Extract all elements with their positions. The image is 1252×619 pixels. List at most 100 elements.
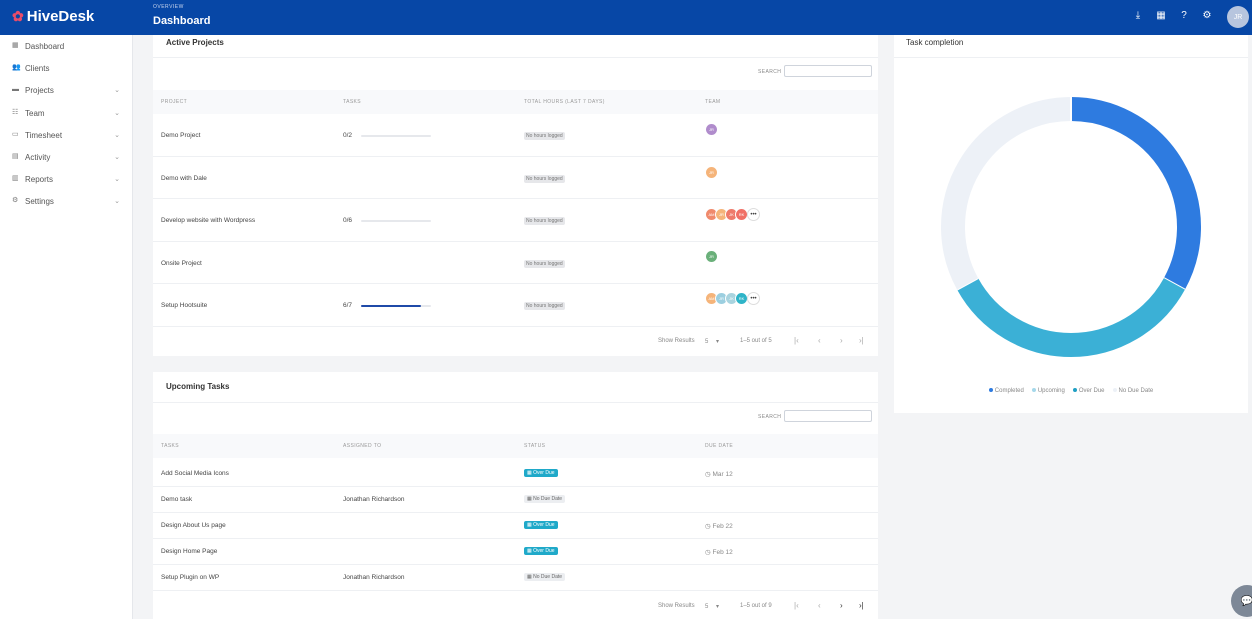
last-page-icon[interactable]: ›| [859,336,864,345]
sidebar-item-reports[interactable]: ▥ Reports ⌄ [12,172,122,186]
donut-slice-completed[interactable] [1070,97,1201,290]
sidebar-item-clients[interactable]: 👥 Clients [12,61,122,75]
task-name[interactable]: Design About Us page [161,522,226,529]
sidebar-item-label: Timesheet [25,130,63,140]
avatar[interactable]: RK [735,208,748,221]
sidebar-item-label: Reports [25,174,54,184]
legend-item[interactable]: Upcoming [1031,388,1065,394]
last-page-icon[interactable]: ›| [859,601,864,610]
table-header: TASKS ASSIGNED TO STATUS DUE DATE [153,434,878,458]
legend-item[interactable]: No Due Date [1112,388,1153,394]
search-label: SEARCH [758,414,782,420]
help-icon[interactable]: ? [1181,10,1187,21]
logo[interactable]: ✿ HiveDesk [12,8,94,25]
table-row[interactable]: Setup Plugin on WP Jonathan Richardson ▦… [153,565,878,591]
hours-tag: No hours logged [524,217,565,225]
column-header[interactable]: TASKS [161,443,180,449]
map-icon[interactable]: ▦ [1156,10,1166,21]
donut-slice-no-due-date[interactable] [941,97,1072,290]
hours-tag: No hours logged [524,302,565,310]
search-label: SEARCH [758,69,782,75]
sidebar-item-dashboard[interactable]: ▦ Dashboard [12,39,122,53]
sidebar-item-timesheet[interactable]: ▭ Timesheet ⌄ [12,128,122,142]
first-page-icon[interactable]: |‹ [794,601,799,610]
column-header[interactable]: TEAM [705,99,721,105]
table-row[interactable]: Onsite Project No hours logged JR [153,242,878,284]
table-row[interactable]: Design Home Page ▦ Over Due ◷ Feb 12 [153,539,878,565]
task-name[interactable]: Add Social Media Icons [161,470,229,477]
chat-icon[interactable]: 💬 [1231,585,1252,617]
status-badge: ▦ Over Due [524,521,558,529]
avatar[interactable]: JR [705,166,718,179]
page-size-select[interactable]: 5 ▾ [705,603,719,610]
table-row[interactable]: Demo task Jonathan Richardson ▦ No Due D… [153,487,878,513]
table-row[interactable]: Design About Us page ▦ Over Due ◷ Feb 22 [153,513,878,539]
column-header[interactable]: ASSIGNED TO [343,443,382,449]
page-size-select[interactable]: 5 ▾ [705,338,719,345]
table-row[interactable]: Demo with Dale No hours logged JR [153,157,878,199]
project-name[interactable]: Setup Hootsuite [161,302,208,309]
chevron-down-icon: ⌄ [114,176,120,183]
project-name[interactable]: Develop website with Wordpress [161,217,256,224]
settings-icon[interactable]: ⚙ [1202,10,1212,21]
task-count: 0/2 [343,132,353,139]
user-avatar[interactable]: JR [1227,6,1249,28]
due-date: ◷ Mar 12 [705,471,733,478]
caret-down-icon: ▾ [716,339,720,345]
status-badge: ▦ No Due Date [524,573,566,581]
column-header[interactable]: TASKS [343,99,362,105]
chevron-down-icon: ⌄ [114,87,120,94]
sidebar-item-label: Activity [25,152,51,162]
donut-slice-upcoming[interactable] [957,277,1185,357]
next-page-icon[interactable]: › [840,336,843,345]
task-name[interactable]: Demo task [161,496,193,503]
task-completion-donut [941,97,1201,357]
task-name[interactable]: Setup Plugin on WP [161,574,220,581]
grid-icon: ▦ [12,42,19,49]
search-input[interactable] [784,410,872,422]
project-name[interactable]: Onsite Project [161,260,202,267]
column-header[interactable]: PROJECT [161,99,188,105]
logo-text: HiveDesk [26,8,95,25]
column-header[interactable]: DUE DATE [705,443,734,449]
project-name[interactable]: Demo with Dale [161,175,207,182]
show-results-label: Show Results [658,338,695,344]
clock-icon: ◷ [705,549,713,556]
project-name[interactable]: Demo Project [161,132,201,139]
prev-page-icon[interactable]: ‹ [818,601,821,610]
hours-tag: No hours logged [524,260,565,268]
table-row[interactable]: Setup Hootsuite 6/7 No hours logged AM J… [153,284,878,327]
sidebar-item-label: Projects [25,85,54,95]
more-members-button[interactable]: ••• [747,292,760,305]
hours-tag: No hours logged [524,175,565,183]
search-input[interactable] [784,65,872,77]
sidebar-item-activity[interactable]: ▤ Activity ⌄ [12,150,122,164]
sidebar-item-settings[interactable]: ⚙ Settings ⌄ [12,194,122,208]
avatar[interactable]: JK [725,292,738,305]
calendar-icon: ▦ [527,574,534,580]
task-name[interactable]: Design Home Page [161,548,218,555]
next-page-icon[interactable]: › [840,601,843,610]
timesheet-icon: ▭ [12,131,19,138]
download-icon[interactable]: ⤓ [1135,10,1141,21]
legend-item[interactable]: Over Due [1072,388,1105,394]
first-page-icon[interactable]: |‹ [794,336,799,345]
page-size-value: 5 [705,604,709,610]
avatar[interactable]: JR [705,123,718,136]
legend-item[interactable]: Completed [988,388,1024,394]
calendar-icon: ▦ [527,548,534,554]
sidebar-item-team[interactable]: ☷ Team ⌄ [12,106,122,120]
avatar[interactable]: JR [705,250,718,263]
more-members-button[interactable]: ••• [747,208,760,221]
table-row[interactable]: Add Social Media Icons ▦ Over Due ◷ Mar … [153,461,878,487]
team-icon: ☷ [12,109,19,116]
active-projects-card: Active Projects SEARCH PROJECT TASKS TOT… [153,35,878,356]
column-header[interactable]: STATUS [524,443,546,449]
table-row[interactable]: Demo Project 0/2 No hours logged JR [153,114,878,157]
column-header[interactable]: TOTAL HOURS (LAST 7 DAYS) [524,99,605,105]
table-row[interactable]: Develop website with Wordpress 0/6 No ho… [153,199,878,242]
folder-icon: ▬ [12,86,19,93]
sidebar-item-projects[interactable]: ▬ Projects ⌄ [12,83,122,97]
prev-page-icon[interactable]: ‹ [818,336,821,345]
task-progress-bar [361,135,431,137]
